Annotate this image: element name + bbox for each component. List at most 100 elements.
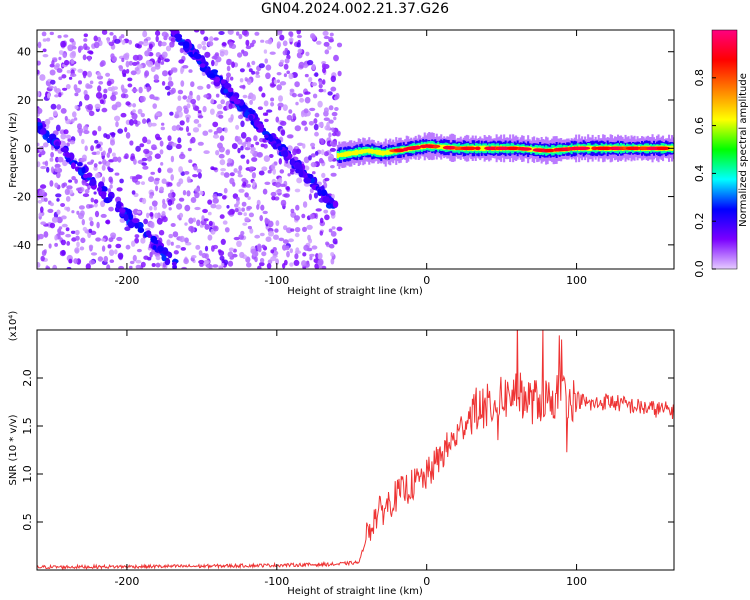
spectrogram-cell (270, 102, 275, 107)
spectrogram-cell (289, 88, 295, 93)
spectrogram-cell (57, 156, 64, 163)
snr-plot-area (37, 330, 674, 570)
spectrogram-cell (89, 220, 94, 227)
colorbar-gradient (711, 29, 738, 270)
spectrogram-cell (46, 37, 51, 42)
spectrogram-cell (127, 77, 133, 82)
snr-y-multiplier: (x10⁴) (8, 311, 19, 342)
spectrogram-cell (366, 148, 369, 153)
spectrogram-cell (330, 231, 337, 237)
spectrogram-cell (212, 225, 219, 232)
spectrogram-cell (223, 172, 230, 178)
spectrogram-cell (152, 245, 157, 250)
spectrogram-cell (160, 126, 165, 131)
spectrogram-cell (289, 168, 296, 172)
spectrogram-cell (249, 228, 254, 234)
spectrogram-cell (259, 215, 264, 222)
spectrogram-cell (61, 215, 67, 220)
spectrogram-cell (317, 188, 322, 196)
spectrogram-cell (303, 64, 308, 69)
spectrogram-cell (278, 61, 284, 66)
spectrogram-cell (129, 119, 134, 126)
spectrogram-cell (294, 81, 300, 88)
spectrogram-cell (109, 184, 113, 189)
spectrogram-cell (143, 148, 150, 155)
spectrogram-cell (267, 259, 273, 265)
spectrogram-cell (324, 49, 330, 55)
spectrogram-cell (235, 124, 240, 130)
spectrogram-cell (258, 63, 265, 69)
spectrogram-cell (227, 30, 234, 35)
spectrogram-cell (278, 237, 285, 242)
spectrogram-cell (70, 73, 77, 78)
spectrogram-cell (467, 146, 476, 151)
spectrogram-cell (166, 239, 171, 246)
spectrogram-cell (167, 135, 172, 142)
spectrogram-cell (341, 152, 344, 158)
spectrogram-cell (43, 231, 49, 238)
spectrogram-cell (101, 238, 106, 242)
spectrogram-cell (196, 94, 201, 101)
spectrogram-cell (38, 146, 43, 152)
spectrogram-cell (118, 208, 126, 213)
spectrogram-cell (95, 92, 103, 99)
spectrogram-cell (323, 107, 329, 114)
spectrogram-cell (159, 149, 164, 155)
spectrogram-cell (155, 35, 159, 43)
spectrogram-cell (60, 203, 66, 207)
spectrogram-cell (393, 148, 406, 152)
spectrogram-cell (328, 228, 333, 233)
spectrogram-cell (161, 178, 167, 184)
spectrogram-cell (182, 65, 189, 69)
spectrogram-cell (168, 76, 173, 82)
spectrogram-cell (330, 172, 337, 177)
spectrogram-cell (183, 258, 189, 265)
spectrogram-cell (199, 190, 204, 196)
spectrogram-cell (88, 259, 96, 265)
spectrogram-cell (320, 149, 325, 156)
spectrogram-cell (330, 75, 336, 83)
spectrogram-cell (330, 86, 337, 92)
spectrogram-cell (633, 146, 640, 151)
spectrogram-cell (331, 111, 338, 117)
spectrogram-cell (544, 148, 556, 153)
spectrogram-cell (239, 68, 245, 73)
spectrogram-cell (386, 149, 389, 155)
spectrogram-cell (114, 91, 118, 95)
spectrogram-cell (211, 167, 218, 171)
spectrogram-cell (175, 35, 182, 42)
spectrogram-cell (227, 251, 234, 258)
spectrogram-cell (109, 32, 114, 36)
spectrogram-cell (262, 112, 267, 116)
y-tick-label: 20 (17, 94, 31, 107)
spectrogram-cell (37, 122, 42, 127)
spectrogram-cell (203, 36, 209, 42)
spectrogram-cell (75, 235, 80, 241)
spectrogram-cell (344, 151, 347, 157)
spectrogram-cell (375, 149, 378, 155)
spectrogram-cell (82, 193, 90, 198)
spectrogram-cell (118, 265, 124, 269)
spectrogram-cell (106, 80, 112, 87)
spectrogram-cell (143, 218, 149, 225)
spectrogram-cell (42, 48, 47, 53)
spectrogram-cell (244, 217, 250, 222)
spectrogram-cell (282, 239, 289, 244)
spectrogram-cell (54, 167, 61, 173)
spectrogram-cell (103, 255, 109, 263)
spectrogram-cell (270, 191, 277, 197)
spectrogram-cell (318, 88, 324, 93)
spectrogram-cell (242, 181, 247, 187)
spectrogram-cell (76, 187, 82, 192)
spectrogram-cell (263, 100, 269, 107)
spectrogram-cell (202, 209, 208, 213)
spectrogram-cell (83, 173, 89, 179)
spectrogram-cell (98, 81, 104, 85)
spectrogram-cell (82, 72, 87, 79)
spectrogram-cell (261, 92, 266, 98)
spectrogram-cell (176, 105, 183, 113)
spectrogram-cell (276, 79, 280, 83)
spectrogram-cell (277, 145, 283, 151)
spectrogram-cell (309, 213, 315, 220)
spectrogram-cell (261, 244, 266, 249)
